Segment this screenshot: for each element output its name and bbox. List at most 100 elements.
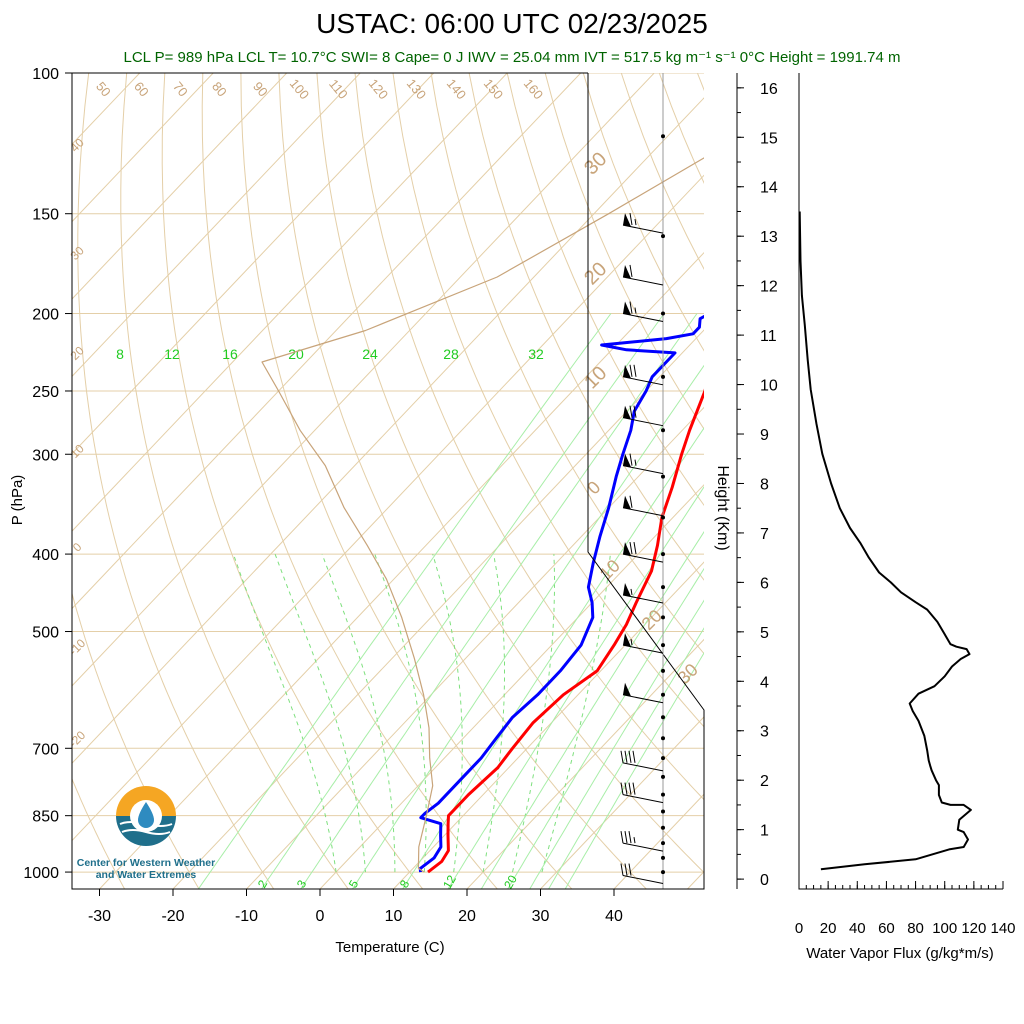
- y-tick-label: 150: [32, 207, 59, 224]
- isotherm-line: [72, 73, 361, 378]
- dry-adiabat-line: [240, 73, 573, 889]
- height-tick-label: 4: [760, 674, 769, 691]
- mixing-ratio-line: [480, 531, 704, 889]
- mixing-ratio-line: [300, 313, 698, 889]
- wind-barb-staff: [622, 694, 664, 704]
- wind-barb-staff: [622, 553, 664, 563]
- wind-barb-staff: [622, 313, 664, 323]
- isotherm-line: [761, 73, 1024, 889]
- height-tick-label: 2: [760, 773, 769, 790]
- flux-x-tick-label: 60: [878, 920, 895, 937]
- wind-barb-staff: [622, 276, 664, 286]
- isotherm-label: 10: [67, 441, 87, 461]
- wind-level-dot: [661, 515, 665, 520]
- wind-level-dot: [661, 841, 665, 846]
- isotherm-label: 20: [580, 258, 611, 289]
- cw3e-logo-icon: [116, 786, 176, 846]
- x-axis-label: Temperature (C): [335, 939, 444, 956]
- wind-barb-pennant: [623, 453, 631, 468]
- flux-x-tick-label: 120: [961, 920, 986, 937]
- wind-barb-half-flag: [633, 837, 636, 844]
- wind-barb: [620, 863, 664, 885]
- wind-barb-pennant: [623, 495, 631, 510]
- wind-barb-pennant: [623, 682, 631, 697]
- wind-barb-staff: [622, 507, 664, 517]
- height-tick-label: 12: [760, 279, 778, 296]
- mixing-ratio-label: 24: [362, 346, 378, 362]
- moist-adiabat-line: [274, 553, 366, 873]
- isotherm-line: [540, 716, 704, 889]
- x-tick-label: 40: [605, 908, 623, 925]
- height-tick-label: 11: [760, 328, 777, 345]
- flux-x-tick-label: 20: [820, 920, 837, 937]
- wind-barb: [622, 213, 664, 234]
- isotherm-label: -20: [66, 728, 88, 750]
- wind-level-dot: [661, 474, 665, 479]
- moist-adiabat-line: [321, 553, 396, 873]
- moist-adiabat-line: [232, 553, 337, 873]
- y-tick-label: 300: [32, 447, 59, 464]
- mixing-ratio-line: [507, 567, 704, 889]
- wind-barb-staff: [622, 594, 664, 604]
- wind-barb: [622, 633, 664, 654]
- isotherm-label: 40: [67, 135, 87, 155]
- isotherm-line: [72, 73, 582, 610]
- mixing-ratio-line: [447, 486, 704, 889]
- wind-barb: [620, 782, 664, 804]
- isotherm-line: [466, 638, 704, 889]
- dry-adiabat-line: [161, 73, 424, 889]
- isotherm-line: [72, 97, 704, 764]
- wind-level-dot: [661, 756, 665, 761]
- moist-adiabat-line: [374, 553, 427, 873]
- parcel-profile: [261, 157, 704, 873]
- wind-barb-staff: [622, 644, 664, 654]
- x-tick-label: 10: [385, 908, 403, 925]
- dry-adiabat-line: [72, 777, 126, 889]
- wind-level-dot: [661, 374, 665, 379]
- wind-barb: [622, 582, 664, 604]
- height-tick-label: 0: [760, 872, 769, 889]
- wind-level-dot: [661, 870, 665, 875]
- mixing-ratio-line: [197, 313, 612, 889]
- wind-barb-pennant: [623, 582, 631, 597]
- wind-level-dot: [661, 134, 665, 139]
- x-tick-label: 20: [458, 908, 476, 925]
- isotherm-label: 10: [596, 556, 624, 584]
- wind-barb: [620, 750, 664, 772]
- wind-level-dot: [661, 668, 665, 673]
- dry-adiabat-label: 120: [366, 76, 391, 102]
- isotherm-label: 30: [67, 243, 87, 263]
- isotherm-line: [319, 484, 704, 889]
- wind-barb-flag: [628, 863, 632, 876]
- height-tick-label: 10: [760, 378, 778, 395]
- height-tick-label: 6: [760, 575, 769, 592]
- y-tick-label: 700: [32, 741, 59, 758]
- dry-adiabat-line: [430, 73, 704, 655]
- height-tick-label: 3: [760, 724, 769, 741]
- wind-barb-half-flag: [634, 459, 637, 466]
- wind-level-dot: [661, 234, 665, 239]
- dry-adiabat-line: [354, 73, 704, 801]
- wind-barb-half-flag: [634, 307, 637, 314]
- wind-barb-flag: [629, 495, 633, 508]
- y-tick-label: 1000: [23, 865, 59, 882]
- wind-level-dot: [661, 585, 665, 590]
- wind-barb: [622, 453, 664, 475]
- flux-x-tick-label: 80: [907, 920, 924, 937]
- moist-adiabat-line: [541, 554, 611, 873]
- chart-title: USTAC: 06:00 UTC 02/23/2025: [316, 8, 708, 39]
- isotherm-label: 0: [583, 477, 604, 498]
- wind-barb-flag: [620, 831, 624, 844]
- dry-adiabat-line: [316, 73, 704, 874]
- dry-adiabat-line: [392, 73, 704, 728]
- moist-adiabat-line: [482, 554, 505, 873]
- dry-adiabat-line: [888, 73, 1024, 889]
- mixing-ratio-label: 20: [501, 872, 520, 891]
- wind-barb-flag: [620, 863, 624, 876]
- dry-adiabat-label: 70: [170, 79, 191, 100]
- wind-level-dot: [661, 643, 665, 648]
- mixing-ratio-label: 28: [443, 346, 459, 362]
- x-tick-label: 0: [316, 908, 325, 925]
- dry-adiabat-line: [620, 73, 704, 270]
